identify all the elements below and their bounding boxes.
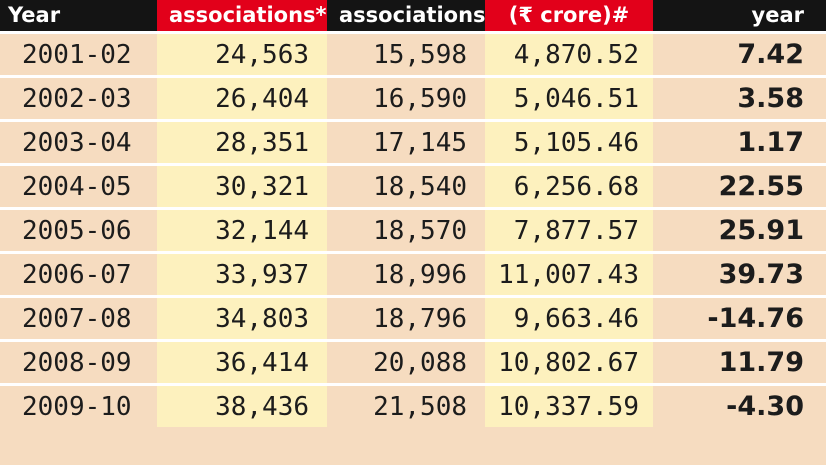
change-cell: 1.17 [653,122,826,163]
year-cell: 2003-04 [0,122,157,163]
amount-crore-cell: 6,256.68 [485,166,653,207]
amount-crore-cell: 10,337.59 [485,386,653,427]
associations-cell: 18,540 [327,166,485,207]
associations-cell: 16,590 [327,78,485,119]
associations-cell: 18,996 [327,254,485,295]
associations-cell: 21,508 [327,386,485,427]
table-row: 2004-05 30,321 18,540 6,256.68 22.55 [0,163,826,207]
associations-cell: 20,088 [327,342,485,383]
associations-cell: 17,145 [327,122,485,163]
table-row: 2008-09 36,414 20,088 10,802.67 11.79 [0,339,826,383]
table-row: 2003-04 28,351 17,145 5,105.46 1.17 [0,119,826,163]
year-cell: 2004-05 [0,166,157,207]
year-cell: 2006-07 [0,254,157,295]
amount-crore-cell: 7,877.57 [485,210,653,251]
table-row: 2001-02 24,563 15,598 4,870.52 7.42 [0,31,826,75]
amount-crore-cell: 4,870.52 [485,34,653,75]
associations-registered-cell: 36,414 [157,342,327,383]
header-associations: associations [327,0,485,31]
year-cell: 2007-08 [0,298,157,339]
change-cell: -14.76 [653,298,826,339]
amount-crore-cell: 11,007.43 [485,254,653,295]
table-row: 2002-03 26,404 16,590 5,046.51 3.58 [0,75,826,119]
change-cell: 25.91 [653,210,826,251]
table-row: 2009-10 38,436 21,508 10,337.59 -4.30 [0,383,826,427]
header-amount-crore: (₹ crore)# [485,0,653,31]
year-cell: 2005-06 [0,210,157,251]
associations-cell: 18,796 [327,298,485,339]
header-associations-registered: associations* [157,0,327,31]
associations-registered-cell: 30,321 [157,166,327,207]
amount-crore-cell: 9,663.46 [485,298,653,339]
amount-crore-cell: 5,105.46 [485,122,653,163]
change-cell: 3.58 [653,78,826,119]
table-row: 2006-07 33,937 18,996 11,007.43 39.73 [0,251,826,295]
change-cell: -4.30 [653,386,826,427]
header-year: Year [0,0,157,31]
change-cell: 39.73 [653,254,826,295]
year-cell: 2002-03 [0,78,157,119]
change-cell: 22.55 [653,166,826,207]
table-row: 2005-06 32,144 18,570 7,877.57 25.91 [0,207,826,251]
associations-registered-cell: 32,144 [157,210,327,251]
year-cell: 2009-10 [0,386,157,427]
associations-registered-cell: 24,563 [157,34,327,75]
associations-registered-cell: 34,803 [157,298,327,339]
year-cell: 2008-09 [0,342,157,383]
change-cell: 11.79 [653,342,826,383]
amount-crore-cell: 10,802.67 [485,342,653,383]
associations-registered-cell: 33,937 [157,254,327,295]
associations-registered-cell: 38,436 [157,386,327,427]
change-cell: 7.42 [653,34,826,75]
year-cell: 2001-02 [0,34,157,75]
header-change-year: year [653,0,826,31]
associations-registered-cell: 28,351 [157,122,327,163]
associations-registered-cell: 26,404 [157,78,327,119]
table-row: 2007-08 34,803 18,796 9,663.46 -14.76 [0,295,826,339]
amount-crore-cell: 5,046.51 [485,78,653,119]
associations-cell: 18,570 [327,210,485,251]
associations-cell: 15,598 [327,34,485,75]
